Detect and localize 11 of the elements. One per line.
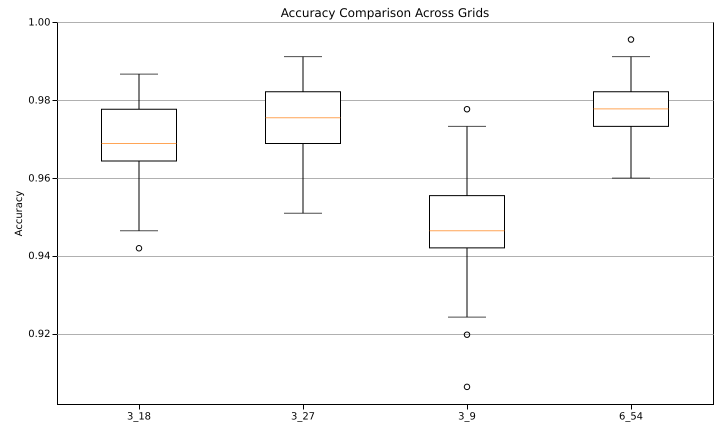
x-tick-label: 3_27 — [290, 412, 316, 422]
y-tick-label: 0.94 — [28, 251, 50, 262]
y-tick-label: 0.98 — [28, 95, 50, 106]
y-axis-title: Accuracy — [14, 190, 26, 236]
x-tick-label: 3_18 — [126, 412, 152, 422]
y-tick-label: 0.92 — [28, 329, 50, 340]
y-tick-label: 1.00 — [28, 18, 50, 28]
chart-title: Accuracy Comparison Across Grids — [280, 6, 490, 20]
y-tick-label: 0.96 — [28, 173, 50, 184]
x-tick-label: 3_9 — [458, 412, 476, 422]
x-tick-label: 6_54 — [618, 412, 644, 422]
